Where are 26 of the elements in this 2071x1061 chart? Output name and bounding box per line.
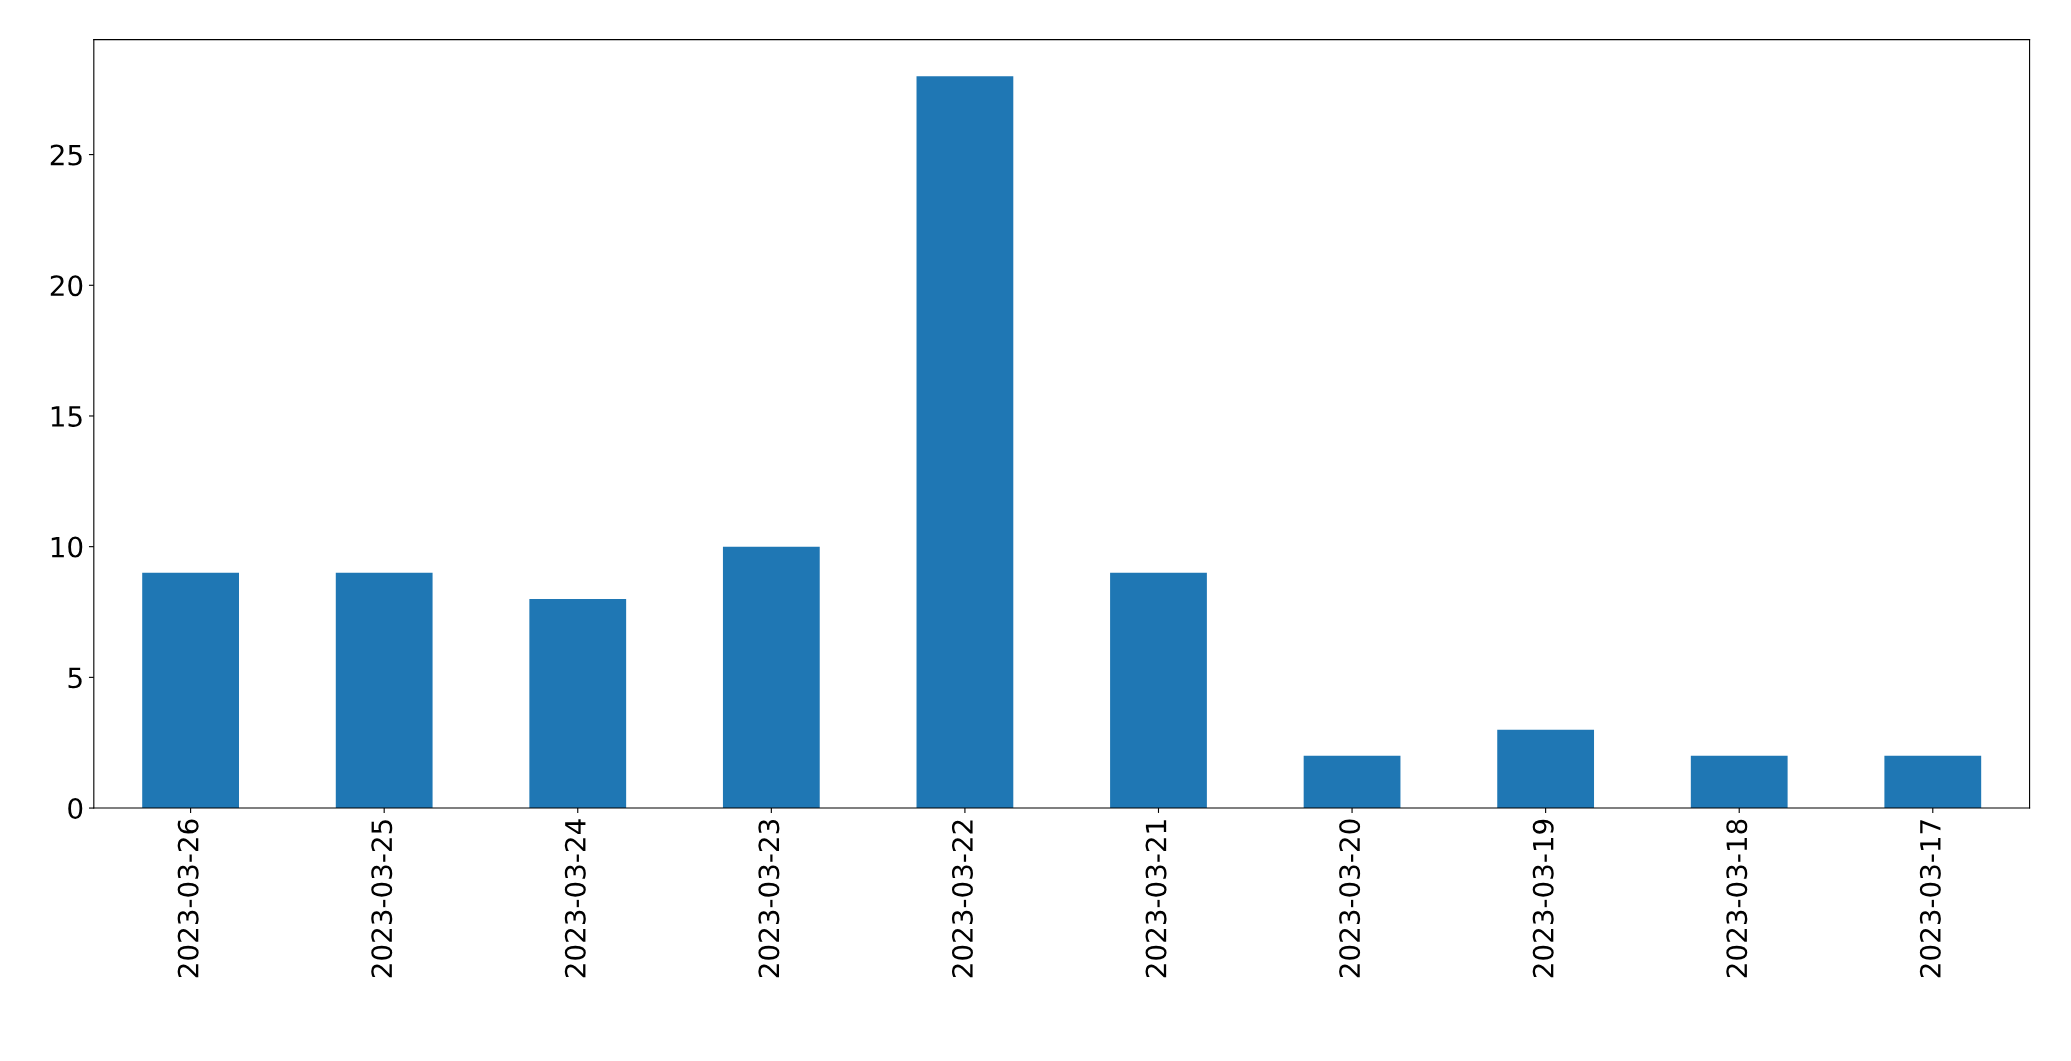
y-tick-label: 25 (50, 144, 82, 166)
x-tick-label: 2023-03-19 (1532, 819, 1554, 978)
bar (1110, 572, 1207, 809)
bar (722, 546, 820, 809)
bar (1303, 755, 1401, 809)
bar (1884, 755, 1982, 809)
bar (1497, 729, 1595, 809)
x-tick-label: 2023-03-24 (564, 819, 586, 978)
y-tick-label: 10 (51, 536, 83, 558)
bar (1690, 755, 1788, 809)
x-tick-label: 2023-03-22 (951, 820, 973, 978)
x-tick-label: 2023-03-21 (1145, 820, 1167, 978)
x-tick-label: 2023-03-23 (758, 820, 780, 978)
y-tick-label: 5 (68, 667, 82, 689)
y-tick-label: 0 (68, 797, 83, 820)
x-tick-label: 2023-03-20 (1339, 819, 1361, 978)
bar (916, 76, 1014, 809)
y-tick-label: 20 (50, 275, 83, 297)
x-tick-label: 2023-03-17 (1919, 820, 1941, 978)
y-tick-label: 15 (51, 406, 82, 427)
bar (529, 598, 627, 809)
x-tick-label: 2023-03-26 (177, 819, 199, 978)
bar (335, 572, 433, 809)
x-tick-label: 2023-03-25 (371, 820, 393, 978)
bar (142, 572, 239, 809)
x-tick-label: 2023-03-18 (1726, 819, 1748, 978)
